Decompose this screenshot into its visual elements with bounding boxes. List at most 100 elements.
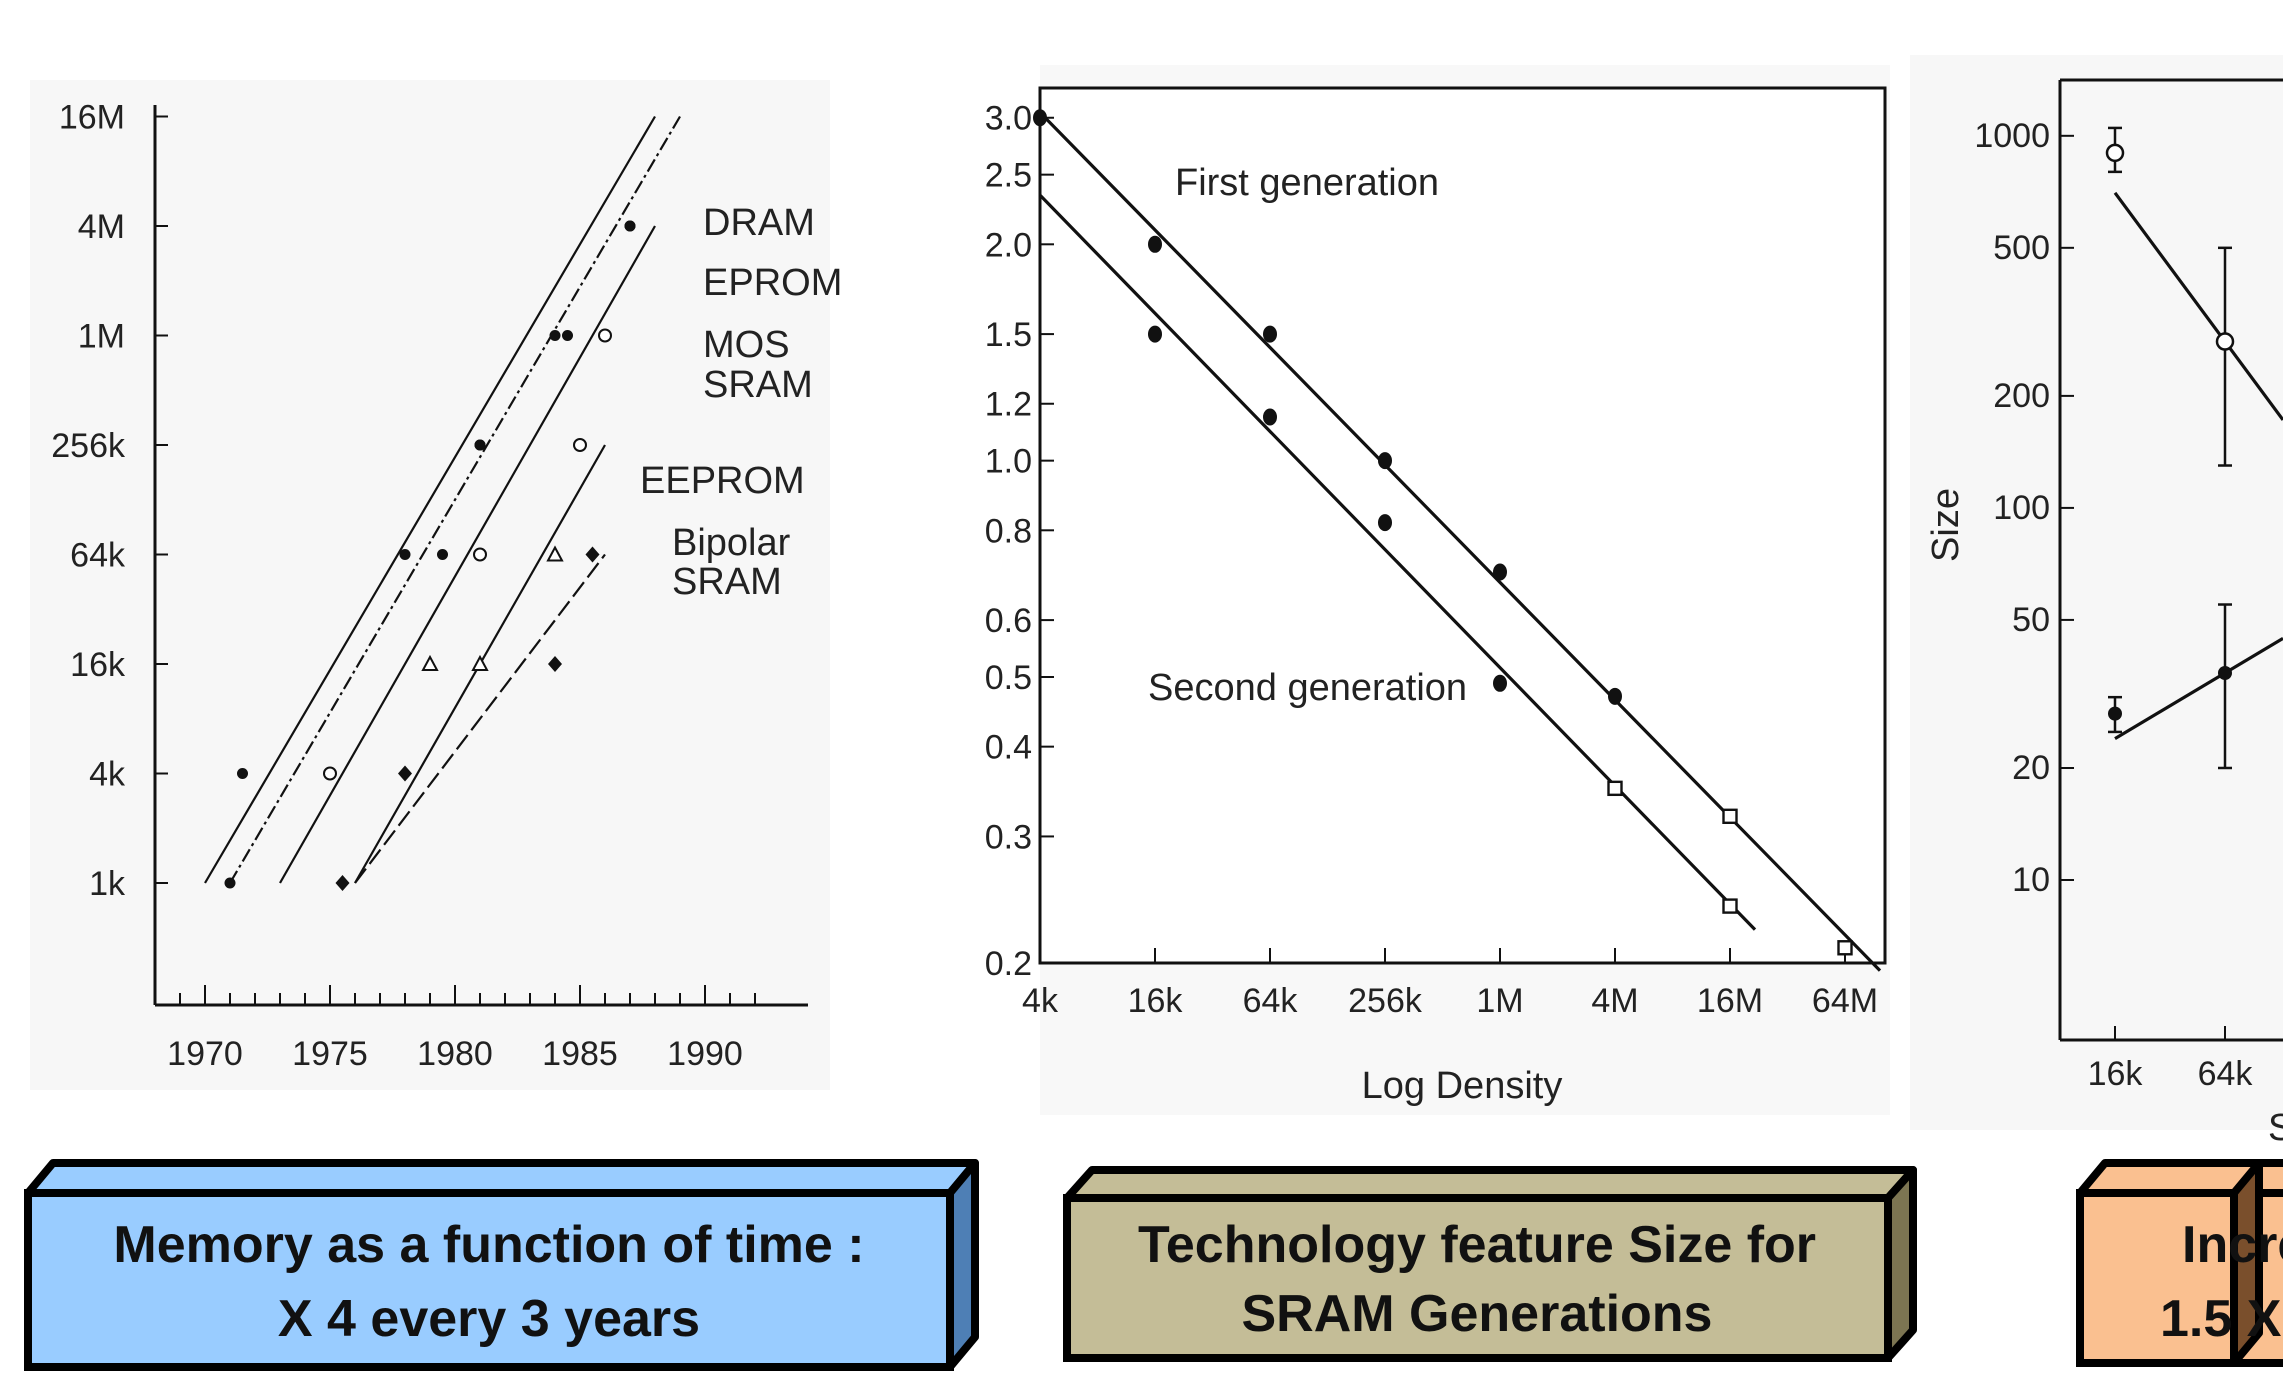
y-tick-label: 3.0 [985,100,1032,138]
series-label-dram: DRAM [703,202,815,244]
y-tick-label: 1.5 [985,316,1032,354]
series-label-first-generation: First generation [1175,162,1439,204]
eprom-point [437,549,448,560]
x-axis-label: Log Density [1362,1065,1563,1107]
x-tick-label: 256k [1348,982,1423,1020]
y-tick-label: 4k [89,756,126,794]
second-generation-point [1148,325,1162,343]
bipolar-sram-trend-line [354,553,606,884]
lower-series-trend-line [2114,637,2283,740]
y-tick-label: 0.5 [985,659,1032,697]
x-tick-label: 64M [1812,982,1878,1020]
y-axis-label: Size [1925,488,1967,562]
x-axis-label: S [2268,1107,2283,1149]
y-tick-label: 1000 [1974,117,2050,155]
trend-lines [204,115,681,884]
eeprom-point [471,654,489,671]
data-marks [2105,126,2283,770]
y-tick-label: 1.0 [985,443,1032,481]
x-tick-label: 1985 [542,1035,618,1073]
dram-point [549,330,561,341]
second-generation-point [1378,514,1392,532]
first-generation-point [1722,808,1738,824]
plot-frame [1038,86,1887,965]
y-tick-label: 100 [1993,489,2050,527]
upper-series-trend-line [2113,191,2283,421]
x-tick-label: 16k [2088,1055,2144,1093]
first-generation-point [1263,325,1277,343]
series-label-mos: MOS [703,324,790,366]
x-tick-label: 16M [1697,982,1763,1020]
x-tick-label: 4M [1591,982,1638,1020]
x-tick-label: 64k [1243,982,1299,1020]
y-tick-label: 4M [78,208,125,246]
x-tick-label: 1990 [667,1035,743,1073]
y-tick-label: 0.2 [985,945,1032,983]
panel-background [30,80,830,1090]
y-tick-label: 0.8 [985,512,1032,550]
y-tick-label: 16k [70,646,126,684]
series-label-eeprom: EEPROM [640,460,805,502]
caption-box-feature-size: Technology feature Size for SRAM Generat… [1063,1166,1917,1362]
bipolar-sram-point [585,546,600,563]
eprom-point [474,439,486,451]
feature-size-chart: 0.2 0.3 0.4 0.5 0.6 0.8 1.0 1.2 1.5 2.0 2.5 3.0 4k 1… [985,65,1890,1115]
series-label-sram: SRAM [703,364,813,406]
y-tick-labels: 10 20 50 100 200 500 1000 [1974,117,2050,899]
caption-box-top [24,1159,979,1197]
second-generation-point [1607,780,1623,797]
y-tick-label: 500 [1993,229,2050,267]
data-points [1033,109,1853,956]
dram-trend-line [204,115,656,884]
x-tick-label: 1975 [292,1035,368,1073]
caption-box-side [2230,1159,2263,1367]
mos-sram-point [573,438,587,452]
caption-line-2: X 4 every 3 years [278,1290,700,1348]
x-tick-label: 1M [1476,982,1523,1020]
eeprom-point [546,545,564,562]
eprom-point [224,877,236,889]
y-tick-label: 20 [2012,749,2050,787]
first-generation-point [1493,563,1507,581]
y-tick-label: 50 [2012,601,2050,639]
eeprom-point [421,654,439,671]
eprom-point [624,220,636,232]
caption-line-2: SRAM Generations [1242,1285,1713,1343]
bipolar-sram-point [335,875,350,891]
bipolar-sram-point [398,765,412,782]
x-tick-label: 16k [1128,982,1184,1020]
caption-box-size-cropped: Incre 1.5 X [2076,1159,2283,1367]
caption-line-1: Memory as a function of time : [113,1216,864,1274]
x-tick-label: 1980 [417,1035,493,1073]
y-tick-label: 2.0 [985,226,1032,264]
second-generation-fit-line [1038,194,1757,931]
size-chart-cropped: 10 20 50 100 200 500 1000 16k 64k Size S [1910,55,2283,1149]
bipolar-sram-point [548,656,562,672]
second-generation-point [1722,898,1738,914]
dram-point [399,549,411,560]
lower-series-point [2108,706,2122,721]
y-tick-label: 10 [2012,861,2050,899]
y-tick-label: 1M [78,318,125,356]
eprom-trend-line [229,115,681,884]
series-labels: DRAM EPROM MOS SRAM EEPROM Bipolar SRAM [640,202,842,603]
y-tick-labels: 0.2 0.3 0.4 0.5 0.6 0.8 1.0 1.2 1.5 2.0 2.5 3.0 [985,100,1032,983]
fit-lines [1038,111,1882,972]
series-label-bipolar-sram: SRAM [672,561,782,603]
lower-series-point [2218,666,2232,681]
y-tick-label: 1.2 [985,386,1032,424]
first-generation-point [1148,235,1162,253]
first-generation-point [1608,687,1622,705]
second-generation-point [1263,408,1277,426]
upper-series-point [2215,332,2235,351]
x-tick-label: 4k [1022,982,1059,1020]
series-label-second-generation: Second generation [1148,667,1467,709]
axis-ticks [1039,116,1846,964]
caption-box-memory: Memory as a function of time : X 4 every… [24,1159,979,1371]
mos-sram-point [598,328,612,343]
caption-line-2: 1.5 X [2160,1290,2282,1348]
panel-background [1910,55,2283,1130]
y-tick-label: 2.5 [985,157,1032,195]
series-label-bipolar: Bipolar [672,522,791,564]
